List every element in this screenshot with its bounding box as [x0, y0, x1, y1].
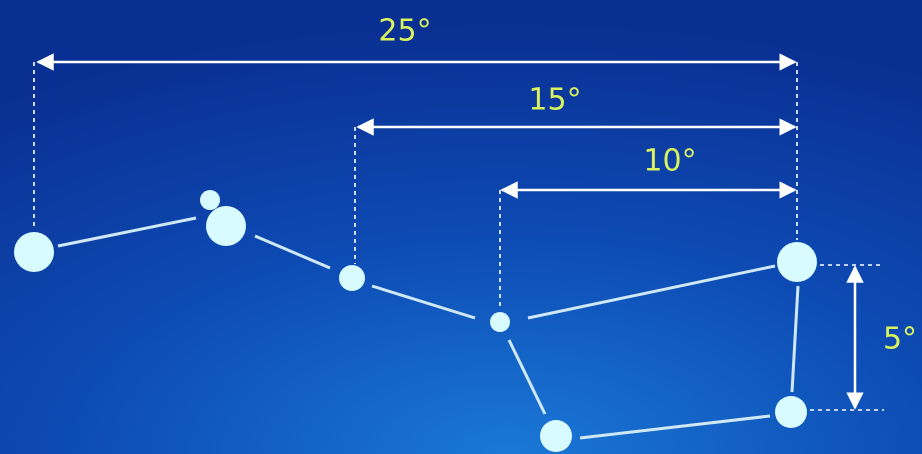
- diagram: 25° 15° 10° 5°: [0, 0, 922, 454]
- background: [0, 0, 922, 454]
- star: [540, 420, 572, 452]
- distance-label: 15°: [528, 83, 581, 118]
- star: [490, 312, 510, 332]
- distance-label: 10°: [643, 144, 696, 179]
- page: 25° 15° 10° 5° (() => { const data = JSO…: [0, 0, 922, 454]
- distance-label: 5°: [883, 322, 917, 357]
- star: [14, 232, 54, 272]
- star: [775, 396, 807, 428]
- star: [339, 265, 365, 291]
- star: [777, 242, 817, 282]
- distance-label: 25°: [378, 14, 431, 49]
- star: [206, 206, 246, 246]
- star: [200, 190, 220, 210]
